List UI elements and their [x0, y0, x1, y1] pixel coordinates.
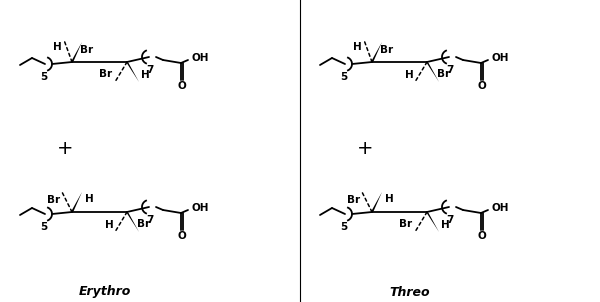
- Polygon shape: [425, 61, 439, 82]
- Text: 7: 7: [146, 215, 154, 225]
- Polygon shape: [70, 42, 82, 63]
- Text: +: +: [57, 139, 73, 158]
- Text: Br: Br: [80, 45, 94, 55]
- Text: H: H: [440, 220, 449, 230]
- Text: H: H: [104, 220, 113, 230]
- Text: H: H: [53, 42, 61, 52]
- Text: OH: OH: [192, 203, 209, 213]
- Polygon shape: [425, 211, 439, 232]
- Text: Erythro: Erythro: [79, 285, 131, 298]
- Text: O: O: [178, 231, 187, 241]
- Text: 7: 7: [446, 215, 454, 225]
- Text: 5: 5: [340, 72, 347, 82]
- Text: 7: 7: [146, 65, 154, 75]
- Polygon shape: [70, 192, 82, 213]
- Text: 7: 7: [446, 65, 454, 75]
- Polygon shape: [370, 192, 382, 213]
- Text: H: H: [140, 70, 149, 80]
- Text: +: +: [357, 139, 373, 158]
- Text: H: H: [85, 194, 94, 204]
- Text: Br: Br: [47, 195, 61, 205]
- Text: Br: Br: [347, 195, 361, 205]
- Text: H: H: [385, 194, 394, 204]
- Text: Br: Br: [100, 69, 113, 79]
- Text: Br: Br: [380, 45, 394, 55]
- Text: Threo: Threo: [389, 285, 430, 298]
- Text: OH: OH: [192, 53, 209, 63]
- Polygon shape: [125, 211, 139, 232]
- Text: Br: Br: [400, 219, 413, 229]
- Polygon shape: [125, 61, 139, 82]
- Text: 5: 5: [40, 222, 47, 232]
- Text: Br: Br: [437, 69, 451, 79]
- Text: OH: OH: [492, 203, 509, 213]
- Text: O: O: [178, 81, 187, 91]
- Text: O: O: [478, 231, 487, 241]
- Text: H: H: [353, 42, 361, 52]
- Text: O: O: [478, 81, 487, 91]
- Polygon shape: [370, 42, 382, 63]
- Text: OH: OH: [492, 53, 509, 63]
- Text: 5: 5: [40, 72, 47, 82]
- Text: Br: Br: [137, 219, 151, 229]
- Text: H: H: [404, 70, 413, 80]
- Text: 5: 5: [340, 222, 347, 232]
